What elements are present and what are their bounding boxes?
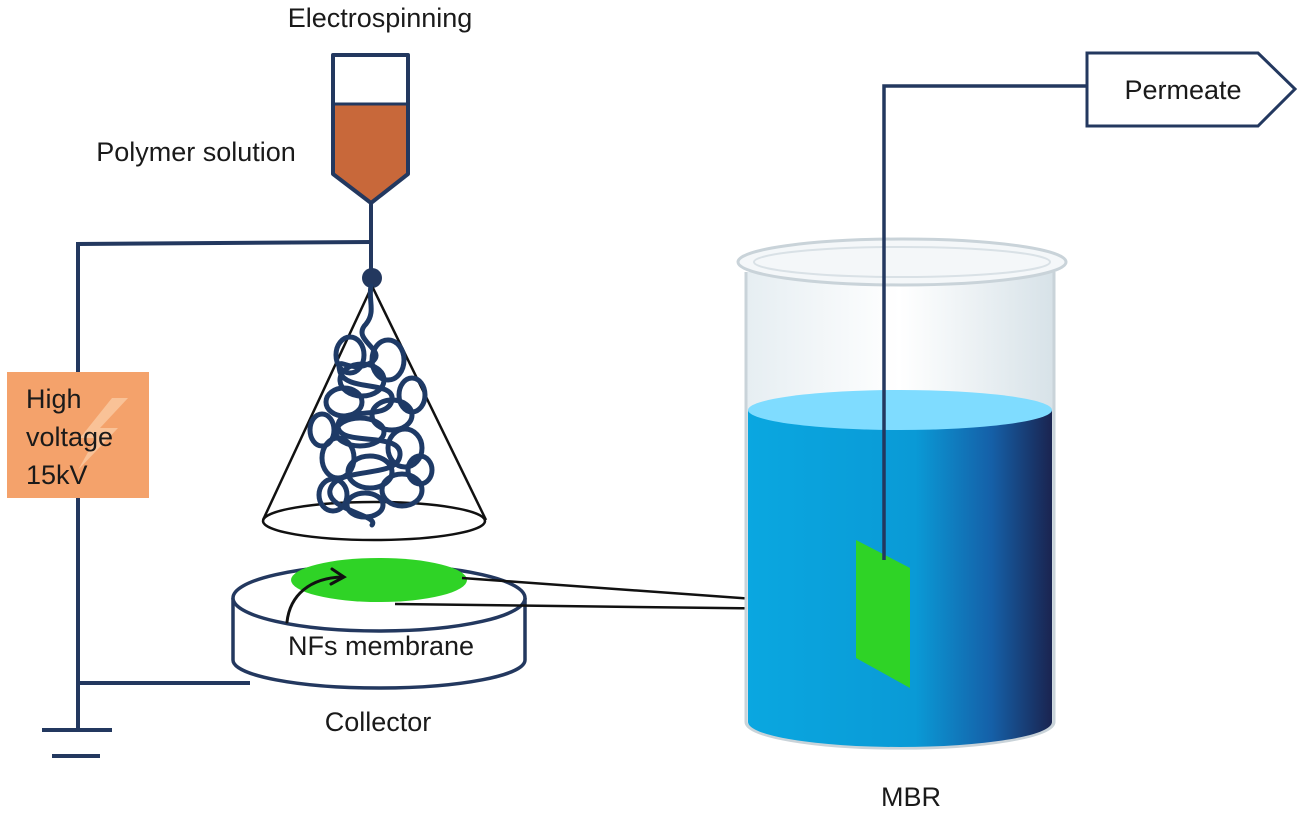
beaker-icon [736, 237, 1068, 750]
mbr-label: MBR [881, 782, 941, 812]
needle-tip [362, 268, 382, 288]
polymer-solution-label: Polymer solution [96, 137, 296, 167]
nfs-membrane-label: NFs membrane [288, 631, 474, 661]
ground-symbol-icon [42, 683, 112, 758]
high-label: High [26, 384, 82, 414]
nanofiber-tangle [307, 283, 435, 528]
fiber-cone [261, 285, 488, 542]
syringe-icon [331, 53, 410, 205]
permeate-label: Permeate [1124, 75, 1241, 105]
electrospinning-label: Electrospinning [288, 3, 473, 33]
water-surface [748, 390, 1052, 430]
mbr-membrane-module [856, 540, 910, 688]
permeate-line [882, 84, 1090, 560]
curved-arrow-icon [285, 567, 347, 624]
kv-label: 15kV [26, 460, 88, 490]
nf-membrane [291, 558, 467, 602]
collector-label: Collector [325, 707, 432, 737]
permeate-tag: Permeate [1085, 51, 1298, 128]
voltage-label: voltage [26, 422, 113, 452]
high-voltage-source: High voltage 15kV [7, 372, 149, 498]
beaker-rim [736, 237, 1068, 287]
lightning-bolt-icon [78, 398, 128, 470]
